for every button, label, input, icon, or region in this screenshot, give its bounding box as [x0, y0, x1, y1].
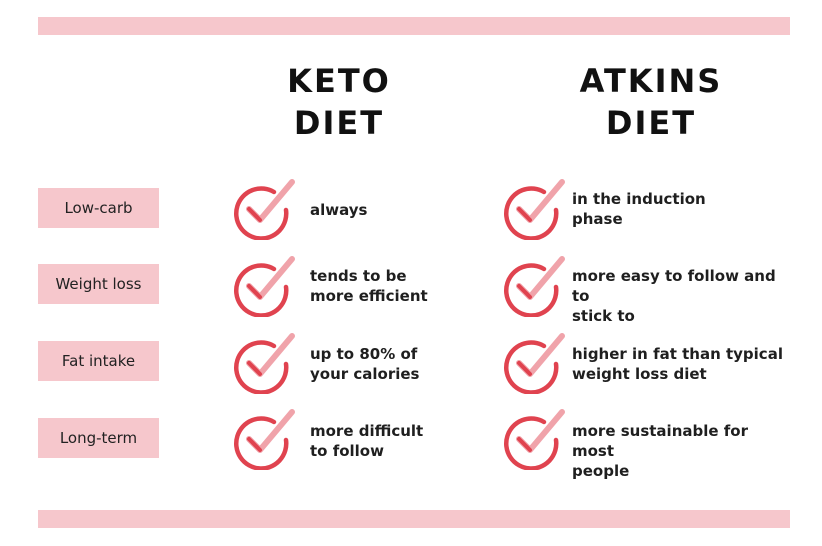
checkmark-circle-icon — [500, 332, 566, 394]
keto-low-carb-text: always — [310, 201, 368, 219]
checkmark-circle-icon — [230, 332, 296, 394]
checkmark-circle-icon — [500, 408, 566, 470]
row-label-long-term: Long-term — [38, 418, 159, 458]
bottom-decorative-band — [38, 510, 790, 528]
row-label-weight-loss: Weight loss — [38, 264, 159, 304]
atkins-fat-intake-text: higher in fat than typical weight loss d… — [572, 345, 783, 383]
keto-heading-line2: DIET — [293, 104, 385, 142]
atkins-low-carb-text: in the induction phase — [572, 190, 706, 228]
checkmark-circle-icon — [500, 255, 566, 317]
keto-fat-intake-text: up to 80% of your calories — [310, 345, 420, 383]
atkins-long-term-text: more sustainable for most people — [572, 422, 749, 480]
keto-diet-heading: KETO DIET — [244, 60, 434, 144]
top-decorative-band — [38, 17, 790, 35]
keto-long-term-text: more difficult to follow — [310, 422, 424, 460]
checkmark-circle-icon — [230, 408, 296, 470]
atkins-weight-loss-text: more easy to follow and to stick to — [572, 267, 776, 325]
atkins-heading-line2: DIET — [605, 104, 697, 142]
row-label-fat-intake: Fat intake — [38, 341, 159, 381]
row-label-low-carb: Low-carb — [38, 188, 159, 228]
atkins-heading-line1: ATKINS — [579, 62, 723, 100]
checkmark-circle-icon — [230, 255, 296, 317]
keto-heading-line1: KETO — [287, 62, 391, 100]
checkmark-circle-icon — [500, 178, 566, 240]
atkins-diet-heading: ATKINS DIET — [556, 60, 746, 144]
keto-weight-loss-text: tends to be more efficient — [310, 267, 428, 305]
checkmark-circle-icon — [230, 178, 296, 240]
